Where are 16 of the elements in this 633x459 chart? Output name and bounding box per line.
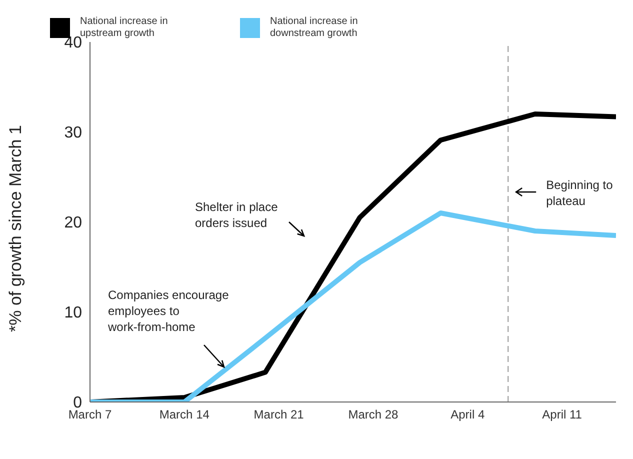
text: Shelter in place orders issued: [195, 200, 278, 230]
x-tick-label: March 14: [159, 408, 210, 422]
ref-line-label: Beginning to plateau: [546, 178, 614, 208]
y-axis-title: *% of growth since March 1: [6, 125, 26, 332]
y-tick-label: 30: [64, 124, 82, 142]
x-tick-label: March 7: [68, 408, 112, 422]
x-tick-label: March 28: [348, 408, 399, 422]
annotation: Companies encourage employees to work-from-home: [108, 288, 229, 334]
y-tick-label: 20: [64, 214, 82, 232]
legend-label: National increase in upstream growth: [80, 16, 169, 39]
legend-label: National increase in downstream growth: [270, 16, 359, 40]
x-tick-label: March 21: [254, 408, 304, 422]
y-tick-label: 10: [64, 304, 82, 322]
x-tick-label: April 4: [450, 408, 485, 422]
x-tick-label: April 11: [542, 408, 582, 422]
y-tick-label: 40: [64, 34, 82, 52]
